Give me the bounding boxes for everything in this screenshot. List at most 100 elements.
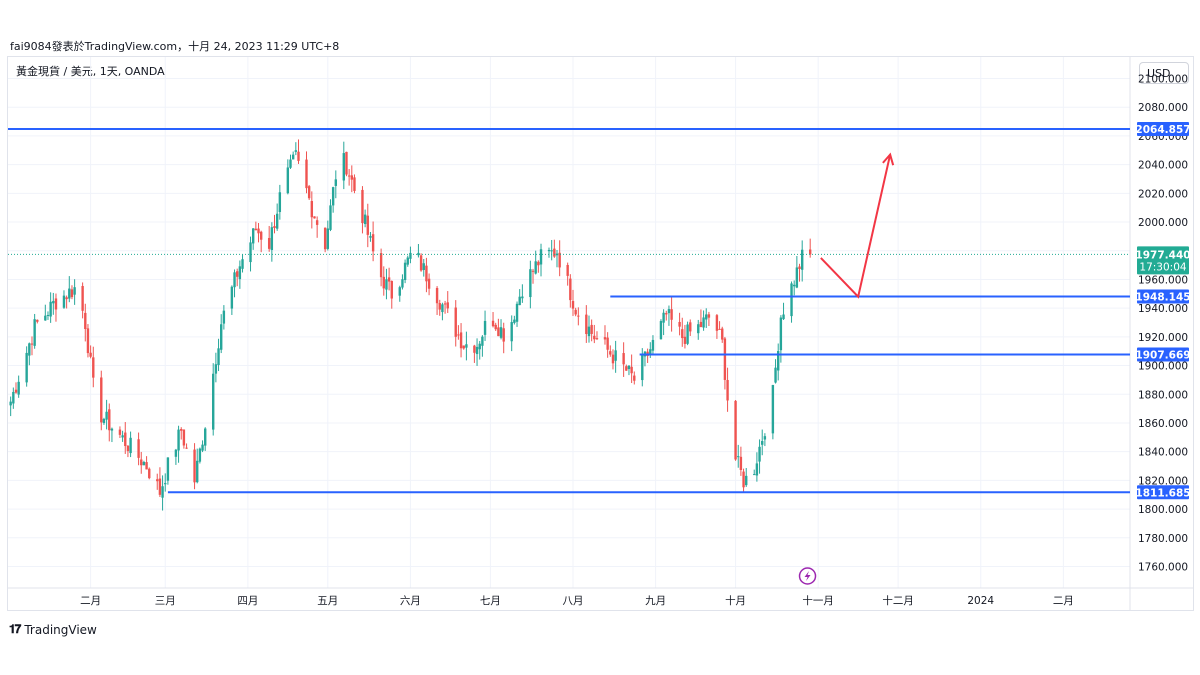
candle-body [782, 314, 785, 320]
candle-body [441, 304, 444, 313]
candle-body [566, 264, 569, 276]
candle-body [126, 445, 130, 452]
candle-body [798, 266, 801, 270]
candle-body [771, 385, 775, 434]
candle-body [294, 150, 298, 152]
candle-body [307, 186, 311, 199]
candle-body [342, 153, 346, 181]
candle-body [761, 441, 764, 445]
candle-body [459, 332, 463, 349]
candle-body [745, 475, 748, 486]
candle-body [513, 319, 516, 323]
candle-body [529, 269, 532, 298]
candle-body [331, 187, 335, 206]
candle-body [547, 249, 551, 252]
brand-name: TradingView [24, 622, 97, 637]
candle-body [137, 439, 140, 458]
candle-body [443, 303, 447, 305]
candle-body [774, 367, 777, 383]
y-tick-label: 1820.000 [1138, 475, 1188, 487]
y-tick-label: 2020.000 [1138, 188, 1188, 200]
candle-body [686, 324, 689, 344]
candle-body [419, 255, 423, 271]
candle-body [800, 249, 804, 270]
candle-body [102, 418, 106, 424]
candle-body [36, 319, 39, 322]
x-tick-label: 十一月 [802, 594, 834, 607]
candle-body [577, 315, 580, 317]
candle-body [502, 328, 505, 342]
y-tick-label: 1880.000 [1138, 389, 1188, 401]
candle-body [726, 379, 729, 401]
candle-body [217, 348, 220, 366]
candle-body [697, 324, 700, 334]
candle-body [465, 344, 468, 348]
candle-body [427, 278, 431, 289]
candle-body [699, 321, 703, 328]
candle-body [310, 201, 314, 218]
candle-body [446, 302, 449, 309]
candle-body [249, 242, 252, 263]
candle-body [73, 287, 76, 295]
candle-body [462, 345, 465, 349]
candle-body [510, 322, 513, 342]
candle-body [454, 307, 457, 337]
footer-brand[interactable]: 𝟏𝟕 TradingView [9, 622, 97, 637]
candle-body [220, 324, 223, 350]
candle-body [65, 297, 68, 300]
candle-body [633, 375, 636, 381]
candle-body [17, 381, 20, 395]
candles [9, 139, 812, 511]
level-label: 1907.669 [1135, 350, 1190, 362]
candle-body [398, 287, 401, 296]
lightning-icon [804, 571, 811, 581]
x-tick-label: 二月 [80, 595, 101, 607]
x-tick-label: 八月 [562, 595, 583, 607]
candle-body [587, 326, 591, 337]
candle-body [214, 364, 218, 374]
candle-body [705, 314, 708, 320]
candle-body [558, 252, 561, 268]
candle-body [622, 353, 625, 365]
candle-body [289, 159, 292, 168]
candle-body [683, 336, 687, 344]
candle-body [148, 468, 151, 479]
candle-body [630, 366, 633, 374]
y-tick-label: 2100.000 [1138, 74, 1188, 86]
candle-body [417, 252, 420, 256]
candle-body [278, 192, 282, 213]
candle-body [606, 337, 609, 350]
candle-body [406, 257, 409, 265]
candle-body [124, 432, 127, 447]
y-tick-label: 1900.000 [1138, 361, 1188, 373]
candle-body [723, 338, 727, 380]
candle-body [478, 343, 481, 350]
candle-body [438, 303, 441, 310]
candle-body [46, 314, 50, 316]
candle-body [550, 250, 553, 252]
x-tick-label: 三月 [155, 595, 176, 607]
candle-body [241, 259, 244, 269]
x-tick-label: 九月 [645, 595, 666, 607]
currency-button[interactable]: USD [1139, 62, 1189, 84]
candle-body [180, 429, 183, 431]
candle-body [627, 365, 631, 370]
candle-body [275, 213, 279, 229]
candle-body [457, 334, 460, 336]
candle-body [182, 429, 186, 446]
y-tick-label: 1960.000 [1138, 274, 1188, 286]
candle-body [571, 301, 575, 309]
candle-body [422, 263, 425, 271]
candle-body [361, 189, 364, 224]
y-tick-label: 1760.000 [1138, 561, 1188, 573]
candle-body [251, 228, 255, 244]
candle-body [212, 373, 215, 430]
x-tick-label: 七月 [480, 595, 501, 607]
y-tick-label: 2040.000 [1138, 160, 1188, 172]
candle-body [156, 479, 159, 482]
candle-body [315, 220, 319, 225]
candle-body [790, 283, 793, 317]
candle-body [609, 351, 612, 355]
candle-body [718, 328, 721, 330]
